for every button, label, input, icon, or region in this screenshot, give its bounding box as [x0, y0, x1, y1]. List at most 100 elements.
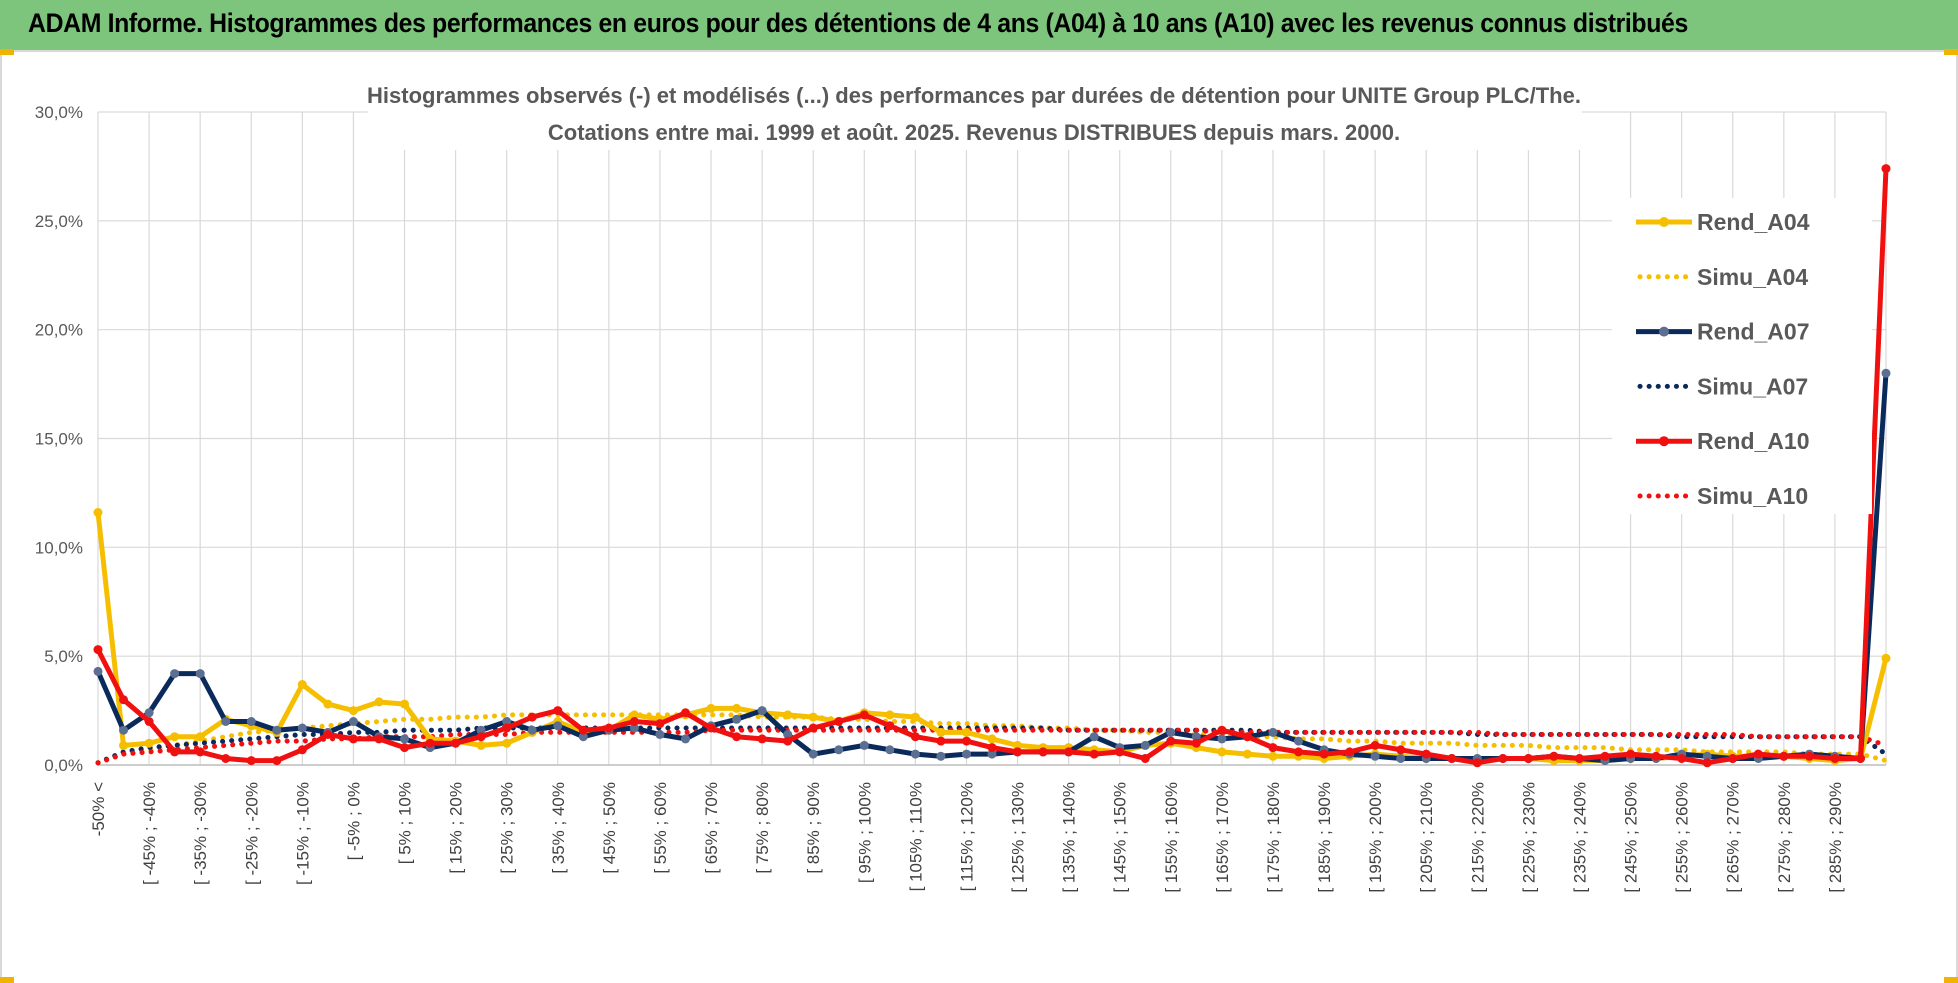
legend-marker	[1659, 436, 1669, 447]
y-tick-label: 5,0%	[44, 647, 83, 666]
data-point	[323, 730, 333, 739]
data-point	[476, 740, 486, 750]
data-point	[885, 710, 895, 720]
x-tick-label: [ 195% ; 200%	[1366, 782, 1385, 893]
data-point	[1345, 747, 1355, 757]
data-point	[910, 732, 920, 742]
data-point	[1294, 747, 1303, 757]
x-tick-label: [ -25% ; -20%	[242, 782, 261, 885]
legend-label: Simu_A04	[1697, 264, 1808, 290]
data-point	[1268, 743, 1278, 753]
data-point	[1804, 751, 1814, 761]
data-point	[962, 749, 971, 759]
chart-frame	[0, 52, 1958, 983]
legend-item-simu-a10: Simu_A10	[1637, 483, 1808, 509]
data-point	[1370, 740, 1380, 750]
x-tick-label: [ 275% ; 280%	[1775, 782, 1794, 893]
data-point	[170, 732, 180, 742]
x-tick-label: [ 115% ; 120%	[957, 782, 976, 891]
data-point	[1140, 740, 1150, 750]
data-point	[297, 723, 307, 733]
data-point	[1856, 754, 1865, 763]
data-point	[1166, 736, 1176, 746]
legend-label: Rend_A04	[1697, 209, 1810, 235]
data-point	[1677, 754, 1687, 763]
data-point	[987, 734, 997, 744]
corner-mark-bottom-left	[0, 977, 14, 983]
data-point	[732, 732, 742, 742]
x-tick-label: [ 55% ; 60%	[651, 782, 670, 874]
data-point	[987, 743, 997, 753]
data-point	[808, 712, 818, 722]
x-tick-label: [ 255% ; 260%	[1673, 782, 1692, 893]
data-point	[681, 708, 690, 718]
data-point	[1728, 754, 1738, 763]
chart-subtitle: Histogrammes observés (-) et modélisés (…	[367, 76, 1582, 150]
data-point	[400, 734, 409, 744]
corner-mark-bottom-right	[1944, 977, 1958, 983]
data-point	[655, 730, 665, 739]
legend-item-rend-a10: Rend_A10	[1636, 428, 1809, 454]
x-tick-label: [ 155% ; 160%	[1162, 782, 1181, 893]
x-tick-label: [ 285% ; 290%	[1826, 782, 1845, 893]
x-tick-label: [ -45% ; -40%	[140, 782, 159, 885]
y-tick-label: 25,0%	[35, 212, 83, 231]
x-tick-label: [ 105% ; 110%	[906, 782, 925, 891]
data-point	[1702, 758, 1712, 768]
data-point	[1702, 751, 1712, 761]
data-point	[1549, 751, 1559, 761]
x-tick-label: [ -15% ; -10%	[293, 782, 312, 885]
data-point	[1447, 754, 1457, 763]
data-point	[834, 745, 844, 755]
data-point	[119, 725, 128, 735]
data-point	[1600, 751, 1610, 761]
series-layer	[93, 164, 1891, 768]
x-tick-label: [ 175% ; 180%	[1264, 782, 1283, 893]
data-point	[1038, 747, 1048, 757]
data-point	[859, 740, 869, 750]
data-point	[1319, 749, 1329, 759]
data-point	[348, 706, 358, 716]
data-point	[323, 699, 333, 709]
x-tick-label: [ 25% ; 30%	[498, 782, 517, 874]
data-point	[757, 734, 767, 744]
x-tick-label: [ -5% ; 0%	[344, 782, 363, 860]
x-tick-label: [ 215% ; 220%	[1468, 782, 1487, 893]
data-point	[1830, 754, 1840, 763]
x-tick-label: [ 45% ; 50%	[600, 782, 619, 874]
y-axis-tick-labels: 30,0% 25,0% 20,0% 15,0% 10,0% 5,0% 0,0%	[35, 103, 83, 775]
data-point	[246, 756, 256, 766]
data-point	[93, 666, 103, 676]
data-point	[348, 717, 358, 726]
data-point	[221, 717, 231, 726]
legend-item-rend-a04: Rend_A04	[1636, 209, 1810, 235]
y-tick-label: 20,0%	[35, 321, 83, 340]
data-point	[1268, 727, 1278, 737]
data-point	[195, 747, 205, 757]
data-point	[910, 712, 920, 722]
data-point	[859, 710, 869, 720]
data-point	[1217, 734, 1227, 744]
legend-label: Simu_A10	[1697, 483, 1808, 509]
legend-item-rend-a07: Rend_A07	[1636, 319, 1809, 345]
subtitle-background	[368, 76, 1582, 150]
corner-mark-top-left	[0, 49, 14, 55]
data-point	[681, 734, 690, 744]
data-point	[1115, 747, 1125, 757]
data-point	[885, 745, 895, 755]
data-point	[1166, 727, 1176, 737]
subtitle-line: Cotations entre mai. 1999 et août. 2025.…	[548, 120, 1400, 145]
data-point	[1523, 754, 1533, 763]
data-point	[1753, 749, 1763, 759]
legend: Rend_A04 Simu_A04 Rend_A07 Simu_A07 Rend_A10…	[1612, 198, 1872, 514]
data-point	[374, 734, 384, 744]
data-point	[936, 727, 946, 737]
data-point	[272, 756, 282, 766]
data-point	[170, 669, 180, 679]
data-point	[170, 747, 180, 757]
series-rend-a10	[93, 164, 1891, 768]
data-point	[962, 727, 971, 737]
data-point	[706, 703, 716, 713]
legend-marker	[1659, 326, 1669, 337]
y-tick-label: 30,0%	[35, 103, 83, 122]
